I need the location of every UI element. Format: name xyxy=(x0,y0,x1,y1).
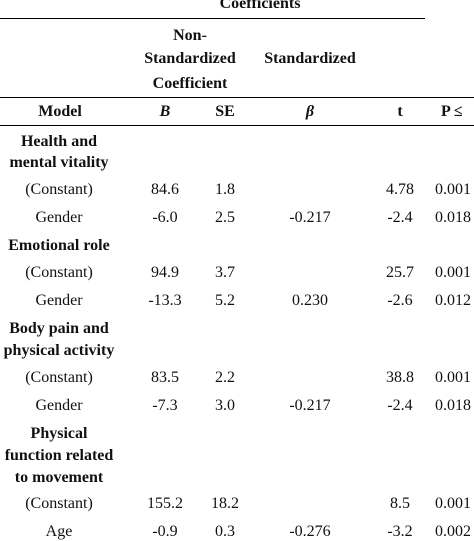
col-header-se: SE xyxy=(215,103,235,120)
cell-t: 38.8 xyxy=(386,369,414,386)
cell-p: 0.018 xyxy=(435,397,471,414)
cell-se: 3.7 xyxy=(215,264,235,281)
section-label: Emotional role xyxy=(8,237,110,254)
cell-model: Age xyxy=(45,523,73,540)
cell-model: Gender xyxy=(35,209,83,226)
section-label: to movement xyxy=(14,469,104,486)
cell-t: 25.7 xyxy=(386,264,414,281)
cell-p: 0.001 xyxy=(435,495,471,512)
cell-t: 8.5 xyxy=(390,495,410,512)
cell-se: 18.2 xyxy=(211,495,239,512)
section-label: Health and xyxy=(20,133,97,150)
section-label: physical activity xyxy=(3,342,115,359)
col-header-b: B xyxy=(159,103,171,120)
cell-model: (Constant) xyxy=(25,369,93,386)
cell-model: (Constant) xyxy=(25,495,93,512)
section-label: Physical xyxy=(30,425,88,442)
cell-t: -2.4 xyxy=(387,397,413,414)
cell-b: -13.3 xyxy=(148,292,182,309)
cell-b: 84.6 xyxy=(151,181,179,198)
cell-p: 0.002 xyxy=(435,523,471,540)
cell-t: -3.2 xyxy=(387,523,413,540)
cell-se: 3.0 xyxy=(215,397,235,414)
cell-se: 5.2 xyxy=(215,292,235,309)
cell-b: 94.9 xyxy=(151,264,179,281)
col-header-p: P ≤ xyxy=(441,103,463,120)
cell-p: 0.001 xyxy=(435,264,471,281)
cell-b: -6.0 xyxy=(152,209,178,226)
cell-se: 0.3 xyxy=(215,523,235,540)
cell-model: Gender xyxy=(35,397,83,414)
cell-beta: 0.230 xyxy=(292,292,328,309)
cell-se: 2.5 xyxy=(215,209,235,226)
cell-model: (Constant) xyxy=(25,181,93,198)
cell-model: Gender xyxy=(35,292,83,309)
std-header: Standardized xyxy=(264,50,356,67)
cell-p: 0.001 xyxy=(435,181,471,198)
col-header-beta: β xyxy=(305,103,315,120)
cell-beta: -0.217 xyxy=(289,397,331,414)
cell-model: (Constant) xyxy=(25,264,93,281)
cell-b: -7.3 xyxy=(152,397,178,414)
cell-se: 2.2 xyxy=(215,369,235,386)
cell-se: 1.8 xyxy=(215,181,235,198)
header-top-rule xyxy=(0,97,474,98)
cell-beta: -0.276 xyxy=(289,523,331,540)
table-title: Coefficients xyxy=(219,0,301,12)
title-rule xyxy=(0,18,425,19)
cell-p: 0.001 xyxy=(435,369,471,386)
cell-p: 0.018 xyxy=(435,209,471,226)
cell-beta: -0.217 xyxy=(289,209,331,226)
nonstd-header-line-1: Non- xyxy=(173,27,207,44)
cell-t: 4.78 xyxy=(386,181,414,198)
header-bottom-rule xyxy=(0,125,474,126)
section-label: function related xyxy=(4,447,114,464)
cell-b: -0.9 xyxy=(152,523,178,540)
cell-b: 83.5 xyxy=(151,369,179,386)
section-label: mental vitality xyxy=(9,154,109,171)
cell-t: -2.4 xyxy=(387,209,413,226)
cell-t: -2.6 xyxy=(387,292,413,309)
nonstd-header-line-2: Standardized xyxy=(144,50,236,67)
col-header-model: Model xyxy=(38,103,82,120)
cell-b: 155.2 xyxy=(147,495,183,512)
section-label: Body pain and xyxy=(9,320,109,337)
cell-p: 0.012 xyxy=(435,292,471,309)
nonstd-header-line-3: Coefficient xyxy=(152,75,228,92)
col-header-t: t xyxy=(397,103,403,120)
